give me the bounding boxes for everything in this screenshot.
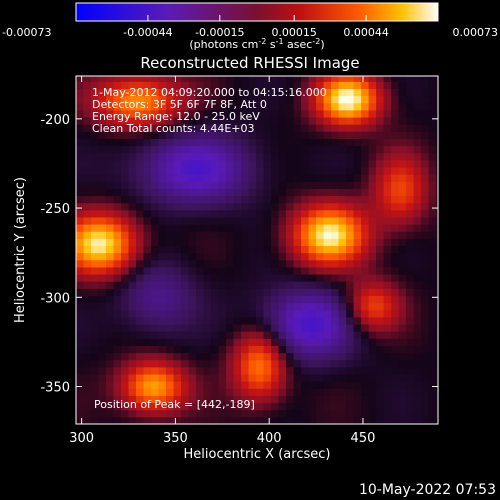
colorbar-ticks: -0.00073 -0.00044 -0.00015 0.00015 0.00044 0.…: [2, 15, 498, 39]
annotation-time: 1-May-2012 04:09:20.000 to 04:15:16.000: [92, 86, 327, 99]
footer-timestamp: 10-May-2022 07:53: [359, 482, 496, 498]
colorbar-tick-label: 0.00073: [453, 26, 499, 39]
x-tick-label: 300: [69, 431, 94, 446]
axis-ticks: 300 350 400 450 -200 -250 -300 -350: [40, 76, 438, 446]
colorbar-unit: (photons cm-2 s-1 asec-2): [189, 37, 324, 51]
annotation-detectors: Detectors: 3F 5F 6F 7F 8F, Att 0: [92, 98, 267, 111]
y-tick-label: -250: [40, 202, 70, 217]
x-tick-label: 350: [163, 431, 188, 446]
chart-title: Reconstructed RHESSI Image: [140, 54, 359, 72]
annotation-energy: Energy Range: 12.0 - 25.0 keV: [92, 110, 260, 123]
y-tick-label: -300: [40, 291, 70, 306]
x-tick-label: 400: [257, 431, 282, 446]
plot-frame: [75, 75, 439, 425]
y-tick-label: -350: [40, 381, 70, 396]
y-tick-label: -200: [40, 113, 70, 128]
colorbar-tick-label: -0.00015: [195, 26, 244, 39]
heatmap: [76, 76, 439, 425]
annotation-counts: Clean Total counts: 4.44E+03: [92, 122, 255, 135]
annotation-peak: Position of Peak = [442,-189]: [94, 398, 255, 411]
x-axis-label: Heliocentric X (arcsec): [184, 447, 331, 462]
x-tick-label: 450: [351, 431, 376, 446]
colorbar: [75, 2, 439, 22]
y-axis-label: Heliocentric Y (arcsec): [13, 177, 28, 323]
colorbar-tick-label: -0.00044: [123, 26, 172, 39]
colorbar-tick-label: 0.00044: [343, 26, 389, 39]
colorbar-tick-label: -0.00073: [2, 26, 51, 39]
colorbar-tick-label: 0.00015: [271, 26, 317, 39]
